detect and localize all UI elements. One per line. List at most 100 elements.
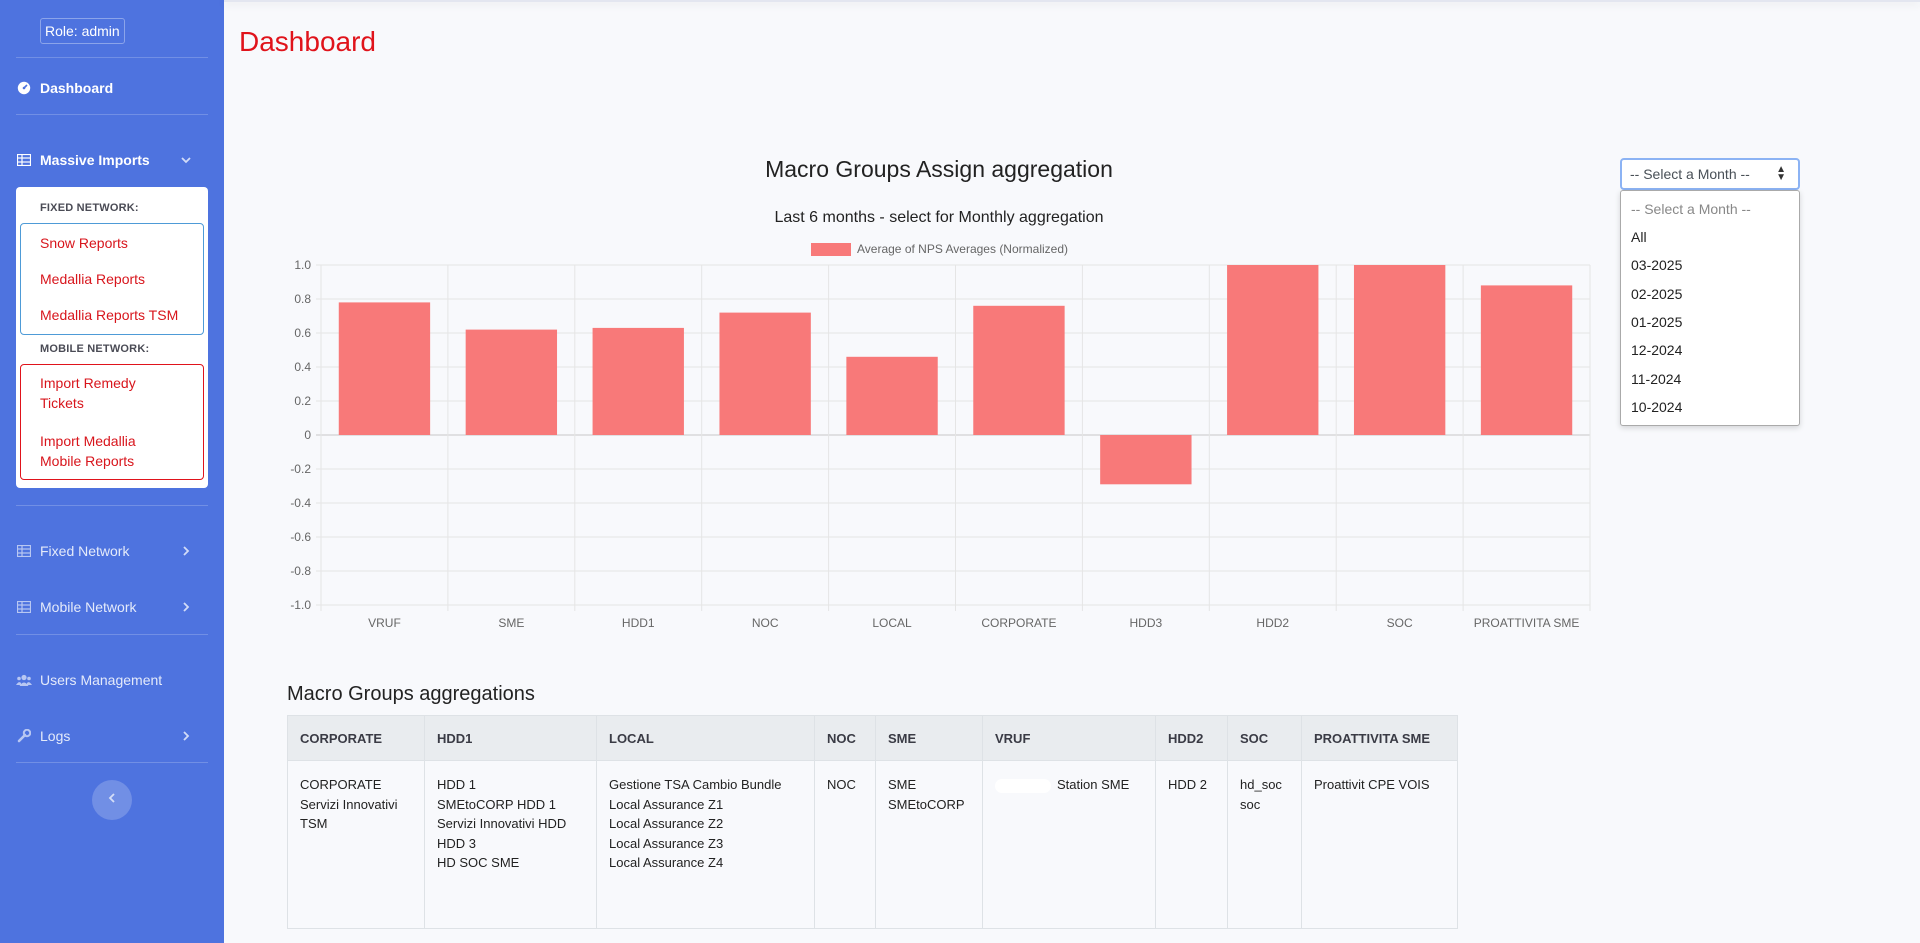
chevron-right-icon: [178, 728, 194, 744]
cell-line: Proattivit CPE VOIS: [1314, 777, 1430, 792]
submenu-medallia-reports-tsm[interactable]: Medallia Reports TSM: [40, 307, 179, 323]
cell-line: Gestione TSA Cambio Bundle: [609, 777, 782, 792]
wrench-icon: [16, 728, 32, 744]
role-badge: Role: admin: [40, 18, 125, 44]
bar: [1100, 435, 1192, 485]
cell-line: TSM: [300, 816, 328, 831]
sidebar-item-dashboard[interactable]: Dashboard: [16, 74, 208, 102]
column-header: NOC: [814, 715, 876, 761]
sidebar-item-label: Dashboard: [40, 80, 114, 96]
cell-line: HDD 1: [437, 777, 477, 792]
y-tick-label: -1.0: [290, 598, 311, 612]
sidebar-divider: [16, 762, 208, 763]
submenu-label: Tickets: [40, 395, 84, 411]
sidebar-divider: [16, 634, 208, 635]
sidebar-item-mobile-network[interactable]: Mobile Network: [16, 593, 208, 621]
column-header: VRUF: [982, 715, 1156, 761]
cell-line: SMEtoCORP HDD 1: [437, 796, 556, 812]
table-icon: [16, 599, 32, 615]
sidebar-toggle-button[interactable]: [92, 780, 132, 820]
sidebar-item-massive-imports[interactable]: Massive Imports: [16, 146, 208, 174]
column-header: SOC: [1227, 715, 1302, 761]
users-icon: [16, 672, 32, 688]
x-tick-label: SME: [498, 616, 524, 630]
x-tick-label: VRUF: [368, 616, 401, 630]
submenu-medallia-reports[interactable]: Medallia Reports: [40, 271, 146, 287]
chevron-down-icon: [178, 152, 194, 168]
sidebar-divider: [16, 114, 208, 115]
sidebar-item-logs[interactable]: Logs: [16, 722, 208, 750]
table-row: CORPORATE Servizi Innovativi TSM HDD 1 S…: [287, 760, 1458, 929]
submenu-label: Import Remedy: [40, 375, 136, 391]
fixed-network-group: [20, 223, 204, 335]
month-option[interactable]: 01-2025: [1631, 314, 1683, 330]
x-tick-label: CORPORATE: [981, 616, 1056, 630]
page-title: Dashboard: [239, 26, 376, 57]
table-cell: NOC: [814, 760, 876, 929]
sidebar-item-label: Massive Imports: [40, 152, 150, 168]
sidebar-divider: [16, 57, 208, 58]
bar: [1227, 265, 1319, 435]
column-header: HDD1: [424, 715, 597, 761]
sidebar-item-label: Mobile Network: [40, 599, 137, 615]
x-tick-label: HDD1: [622, 616, 655, 630]
month-option[interactable]: 11-2024: [1631, 371, 1682, 387]
topbar: [224, 0, 1920, 2]
cell-line: Local Assurance Z3: [609, 835, 724, 851]
table-title: Macro Groups aggregations: [287, 683, 535, 705]
sidebar: Role: admin Dashboard Massive Imports FI…: [0, 0, 224, 943]
cell-line: HDD 3: [437, 835, 477, 851]
sidebar-item-users-management[interactable]: Users Management: [16, 666, 208, 694]
chart-legend[interactable]: Average of NPS Averages (Normalized): [811, 242, 1068, 256]
sort-icon: ▲ ▼: [1776, 164, 1786, 183]
month-option[interactable]: 12-2024: [1631, 342, 1683, 358]
table-header-row: CORPORATE HDD1 LOCAL NOC SME VRUF HDD2 S…: [287, 715, 1458, 761]
sidebar-item-fixed-network[interactable]: Fixed Network: [16, 537, 208, 565]
chart-subtitle: Last 6 months - select for Monthly aggre…: [774, 209, 1104, 226]
column-header: PROATTIVITA SME: [1301, 715, 1458, 761]
bar: [338, 302, 431, 435]
chevron-right-icon: [178, 599, 194, 615]
y-tick-label: 0.6: [294, 326, 311, 340]
table-icon: [16, 152, 32, 168]
x-tick-label: LOCAL: [872, 616, 912, 630]
legend-swatch: [811, 242, 851, 256]
submenu-label: Import Medallia: [40, 433, 136, 449]
cell-line: HDD 2: [1168, 777, 1208, 792]
mobile-network-group: [20, 364, 204, 480]
bar-chart[interactable]: 1.0 0.8 0.6 0.4 0.2 0 -0.2 -0.4 -0.6 -0.8 -1.0 VRUF…: [280, 255, 1610, 635]
month-option[interactable]: 03-2025: [1631, 257, 1683, 273]
table-icon: [16, 543, 32, 559]
y-tick-label: -0.6: [290, 530, 311, 544]
x-tick-label: PROATTIVITA SME: [1474, 616, 1580, 630]
month-option[interactable]: -- Select a Month --: [1631, 201, 1751, 217]
month-option[interactable]: 10-2024: [1631, 399, 1683, 415]
cell-line: soc: [1240, 796, 1261, 812]
submenu-import-medallia-mobile[interactable]: Import Medallia Mobile Reports: [40, 431, 136, 471]
month-option[interactable]: All: [1631, 229, 1647, 245]
table-cell: HDD 1 SMEtoCORP HDD 1 Servizi Innovativi…: [424, 760, 597, 929]
bar: [719, 312, 811, 435]
submenu-label: Mobile Reports: [40, 453, 135, 469]
cell-line: SME: [888, 777, 917, 792]
cell-line: Local Assurance Z1: [609, 796, 724, 812]
submenu-snow-reports[interactable]: Snow Reports: [40, 235, 128, 251]
sidebar-item-label: Users Management: [40, 672, 163, 688]
month-select[interactable]: -- Select a Month -- ▲ ▼: [1620, 158, 1800, 190]
y-tick-label: 0.4: [294, 360, 311, 374]
table-cell: Gestione TSA Cambio Bundle Local Assuran…: [596, 760, 815, 929]
y-tick-label: 1.0: [294, 258, 311, 272]
column-header: SME: [875, 715, 983, 761]
x-tick-label: NOC: [752, 616, 779, 630]
cell-line: Servizi Innovativi: [300, 796, 398, 812]
cell-line: CORPORATE: [300, 777, 382, 792]
bar: [465, 329, 558, 435]
chevron-right-icon: [178, 543, 194, 559]
month-option[interactable]: 02-2025: [1631, 286, 1683, 302]
submenu-import-remedy-tickets[interactable]: Import Remedy Tickets: [40, 373, 136, 413]
y-tick-label: 0.8: [294, 292, 311, 306]
cell-line: Station SME: [995, 775, 1143, 795]
cell-line: hd_soc: [1240, 777, 1282, 792]
cell-line: Local Assurance Z2: [609, 816, 724, 831]
sidebar-item-label: Fixed Network: [40, 543, 130, 559]
